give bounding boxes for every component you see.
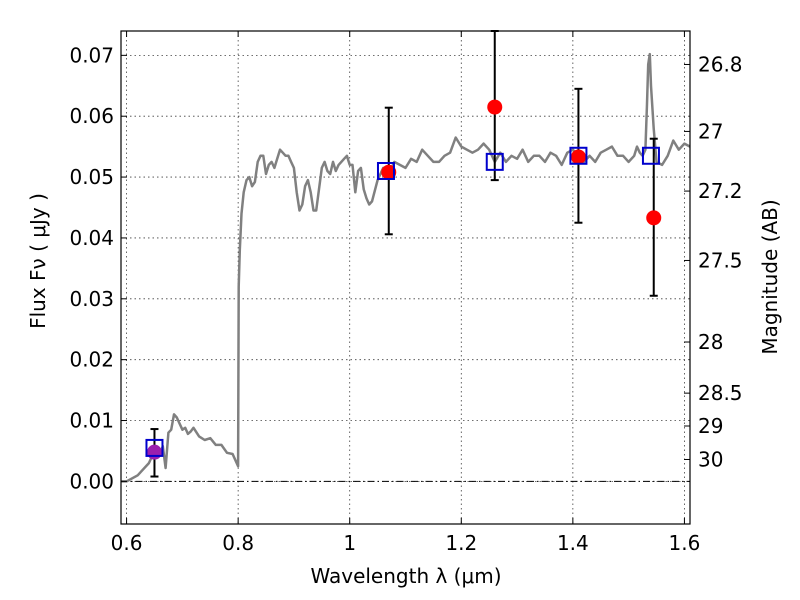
y2-tick-label: 29 [698,414,723,438]
y2-tick-label: 30 [698,447,723,471]
model-photometry-point [145,438,164,457]
y2-tick-label: 27.2 [698,179,743,203]
observed-point [381,164,397,180]
y2-axis-label: Magnitude (AB) [758,199,782,354]
x-tick-label: 0.8 [222,531,254,555]
y-tick-label: 0.01 [69,409,114,433]
model-photometry-point [485,152,504,171]
model-spectrum [121,52,691,483]
x-tick-label: 1.4 [557,531,589,555]
y-tick-label: 0.04 [69,226,114,250]
y2-tick-label: 28.5 [698,381,743,405]
model-photometry-point [641,146,660,165]
x-tick-label: 1.2 [445,531,477,555]
observed-points [146,99,662,460]
axis-ticks [121,31,690,524]
model-photometry-point [376,161,395,180]
y-tick-label: 0.00 [69,469,114,493]
y-tick-label: 0.02 [69,348,114,372]
model-photometry-point [569,146,588,165]
observed-point [487,99,503,115]
plot-frame [120,30,691,525]
x-axis-label: Wavelength λ (μm) [310,564,501,588]
y2-tick-labels: 26.8 27 27.2 27.5 28 28.5 29 30 [698,52,743,471]
y2-tick-label: 27.5 [698,248,743,272]
model-photometry-points [145,146,660,457]
x-tick-labels: 0.6 0.8 1 1.2 1.4 1.6 [111,531,701,555]
y-axis-label: Flux Fν ( μJy ) [26,193,50,329]
y-tick-label: 0.05 [69,165,114,189]
spectrum-line [121,52,691,483]
x-tick-label: 1 [343,531,356,555]
y-tick-label: 0.07 [69,43,114,67]
observed-point [646,210,662,226]
y2-tick-label: 26.8 [698,52,743,76]
grid [121,31,690,524]
y-tick-label: 0.03 [69,287,114,311]
y2-tick-label: 28 [698,330,723,354]
y2-tick-label: 27 [698,119,723,143]
y-tick-labels: 0.00 0.01 0.02 0.03 0.04 0.05 0.06 0.07 [69,43,114,493]
error-bars [150,30,658,478]
x-tick-label: 1.6 [669,531,701,555]
y-tick-label: 0.06 [69,104,114,128]
observed-point [146,444,162,460]
observed-point [570,149,586,165]
x-tick-label: 0.6 [111,531,143,555]
